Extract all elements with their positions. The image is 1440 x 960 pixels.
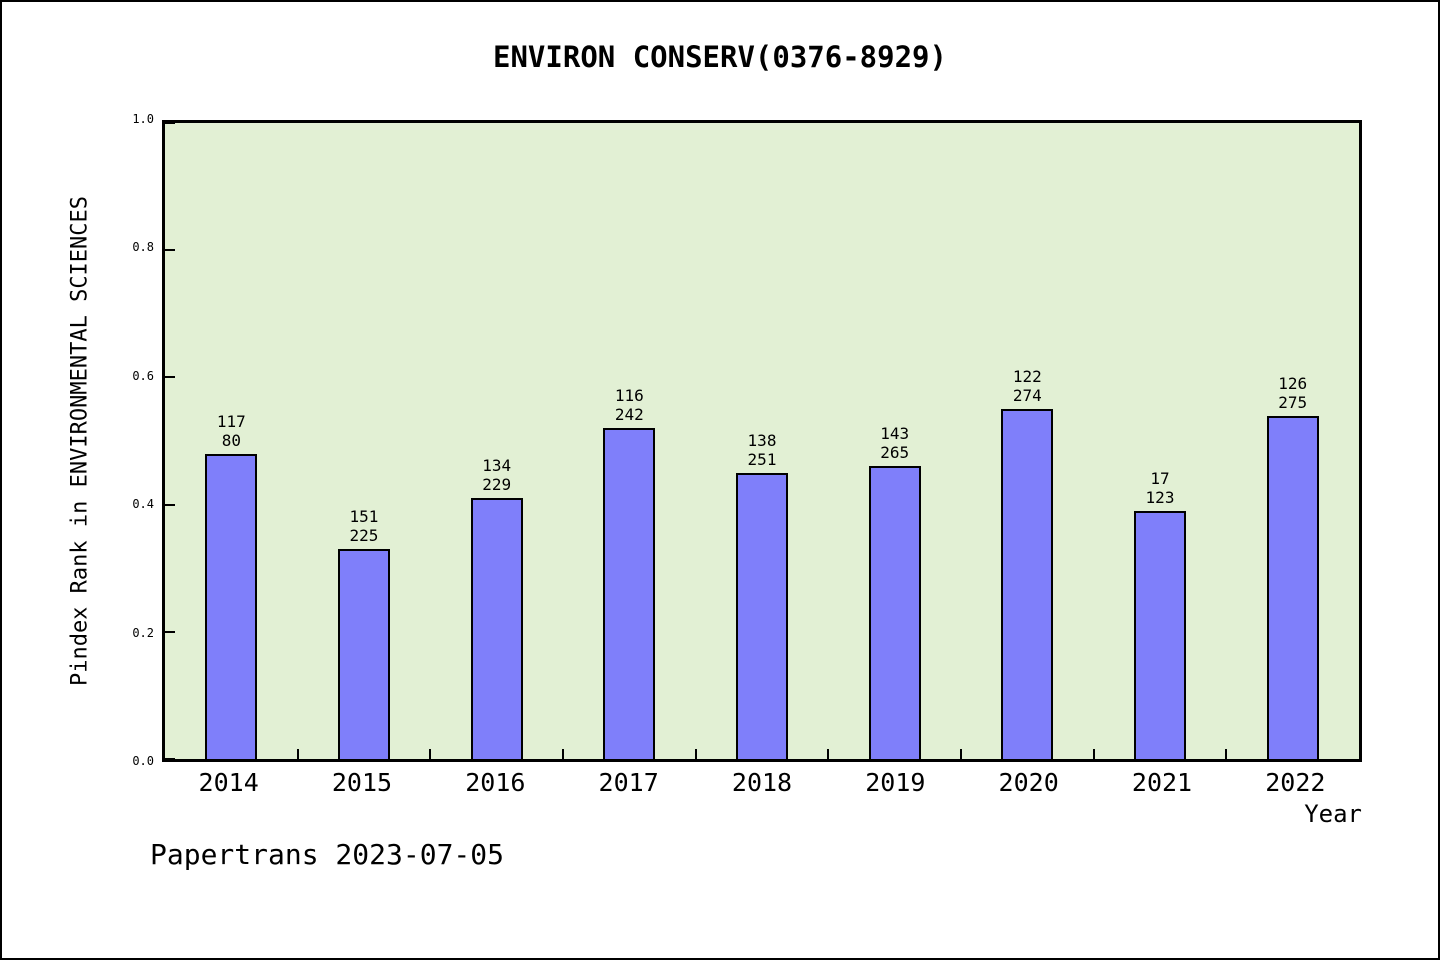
x-tick-mark (561, 749, 564, 759)
x-tick-label: 2020 (998, 768, 1059, 797)
x-tick-mark (296, 749, 299, 759)
x-tick-mark (694, 749, 697, 759)
bar-value-line: 275 (1278, 392, 1308, 412)
bar-value-label: 126 275 (1233, 374, 1353, 412)
y-tick-mark (165, 249, 175, 252)
x-tick-label: 2022 (1265, 768, 1326, 797)
x-tick-mark (959, 749, 962, 759)
y-tick-mark (165, 630, 175, 633)
x-tick-label: 2017 (598, 768, 659, 797)
bar (603, 428, 656, 759)
x-tick-mark (1225, 749, 1228, 759)
x-tick-mark (827, 749, 830, 759)
bar-value-line: 80 (221, 430, 241, 450)
y-tick-label: 0.6 (132, 368, 154, 383)
bar-value-line: 225 (349, 526, 379, 546)
bar-value-line: 242 (614, 405, 644, 425)
y-tick-mark (165, 122, 175, 124)
y-axis-title: Pindex Rank in ENVIRONMENTAL SCIENCES (67, 195, 93, 687)
bar (205, 453, 258, 759)
x-tick-mark (1092, 749, 1095, 759)
bar-value-line: 229 (482, 475, 512, 495)
y-tick-label: 1.0 (132, 112, 154, 126)
bar-value-label: 17 123 (1100, 469, 1220, 507)
x-tick-mark (429, 749, 432, 759)
y-tick-label: 0.0 (132, 754, 154, 768)
bar-value-line: 126 (1278, 373, 1308, 393)
bar-value-label: 122 274 (967, 367, 1087, 405)
bar (1266, 415, 1319, 759)
x-axis-tick-labels: 2014 2015 2016 2017 2018 2019 2020 2021 2022 (162, 768, 1362, 802)
bar (1134, 510, 1186, 759)
y-tick-mark (165, 376, 175, 379)
x-tick-label: 2014 (198, 768, 259, 797)
x-tick-label: 2015 (331, 768, 393, 797)
chart-title: ENVIRON CONSERV(0376-8929) (493, 40, 947, 74)
bar-value-line: 116 (614, 386, 644, 406)
bar (736, 472, 788, 759)
x-tick-label: 2021 (1131, 768, 1193, 797)
bar-value-label: 134 229 (437, 456, 557, 494)
bar-value-label: 117 80 (171, 412, 291, 450)
bar-value-line: 117 (216, 411, 246, 431)
bar-value-label: 116 242 (569, 386, 689, 424)
bar-value-line: 143 (880, 424, 910, 444)
x-axis-title: Year (1304, 800, 1362, 828)
y-tick-label: 0.4 (132, 497, 154, 512)
y-tick-label: 0.2 (132, 625, 154, 640)
bar-value-line: 122 (1012, 367, 1042, 387)
x-tick-label: 2019 (865, 768, 926, 797)
plot-area: 117 80 151 225 134 229 116 242 138 251 143 265 122 27… (162, 120, 1362, 762)
x-tick-label: 2018 (731, 768, 793, 797)
bar (868, 466, 921, 759)
y-tick-mark (165, 758, 175, 760)
bar-value-line: 274 (1012, 386, 1042, 406)
bar-value-line: 251 (747, 449, 777, 469)
bar-value-line: 138 (747, 430, 777, 450)
bar (337, 549, 390, 759)
bar (1001, 409, 1054, 759)
y-tick-mark (165, 503, 175, 506)
bar-value-label: 138 251 (702, 431, 822, 469)
bar-value-line: 134 (482, 456, 512, 476)
bar-value-line: 123 (1145, 487, 1175, 507)
bar-value-line: 17 (1150, 468, 1170, 488)
footer-note: Papertrans 2023-07-05 (150, 838, 505, 871)
bar-value-label: 151 225 (304, 507, 424, 545)
y-tick-label: 0.8 (132, 240, 154, 255)
x-tick-label: 2016 (465, 768, 526, 797)
bar (470, 498, 523, 759)
bar-value-label: 143 265 (835, 424, 955, 462)
y-axis-tick-labels: 0.0 0.2 0.4 0.6 0.8 1.0 (90, 112, 154, 768)
bar-value-line: 151 (349, 507, 379, 527)
bar-value-line: 265 (880, 443, 910, 463)
